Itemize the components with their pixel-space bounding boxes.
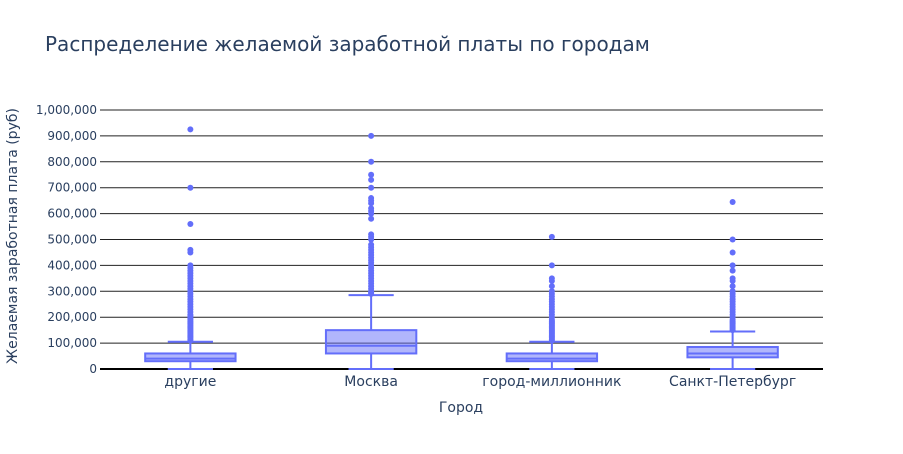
outlier-point	[548, 275, 555, 282]
outlier-point	[368, 231, 375, 238]
x-tick-label: город-миллионник	[482, 374, 621, 390]
x-tick-label: Санкт-Петербург	[669, 374, 796, 390]
outlier-point	[187, 246, 194, 253]
outlier-point	[729, 275, 736, 282]
outlier-point	[729, 288, 736, 295]
box-iqr	[324, 329, 418, 355]
gridlines	[100, 109, 823, 370]
outlier-point	[187, 262, 194, 269]
outlier-point	[187, 126, 194, 133]
y-tick-label: 600,000	[47, 207, 97, 221]
outlier-point	[729, 249, 736, 256]
box-iqr	[686, 345, 779, 359]
outlier-point	[548, 288, 555, 295]
x-tick-label: другие	[164, 374, 216, 390]
box-iqr	[505, 352, 599, 363]
y-tick-label: 700,000	[47, 181, 97, 195]
outlier-point	[368, 132, 375, 139]
boxes	[144, 126, 779, 370]
y-axis-ticks: 0 100,000 200,000 300,000 400,000 500,000 600,…	[36, 103, 97, 376]
outlier-point	[187, 184, 194, 191]
box-1	[324, 132, 418, 370]
outlier-point	[729, 198, 736, 205]
outlier-point	[548, 233, 555, 240]
outlier-point	[368, 184, 375, 191]
outlier-point	[187, 220, 194, 227]
outlier-point	[368, 176, 375, 183]
y-tick-label: 800,000	[47, 155, 97, 169]
y-tick-label: 500,000	[47, 233, 97, 247]
y-tick-label: 900,000	[47, 129, 97, 143]
outlier-point	[368, 205, 375, 212]
outlier-point	[368, 241, 375, 248]
x-axis-ticks: другие Москва город-миллионник Санкт-Петерб…	[164, 374, 796, 390]
outlier-point	[368, 195, 375, 202]
y-tick-label: 0	[89, 362, 97, 376]
y-tick-label: 400,000	[47, 258, 97, 272]
x-tick-label: Москва	[344, 374, 398, 390]
box-iqr	[144, 352, 237, 363]
y-axis-title: Желаемая заработная плата (руб)	[5, 108, 21, 364]
y-tick-label: 100,000	[47, 336, 97, 350]
outlier-point	[729, 262, 736, 269]
outlier-point	[368, 171, 375, 178]
outlier-point	[729, 267, 736, 274]
box-0	[144, 126, 237, 370]
outlier-point	[729, 236, 736, 243]
box-3	[686, 198, 779, 370]
box-2	[505, 233, 599, 370]
outlier-point	[729, 283, 736, 290]
outlier-point	[548, 262, 555, 269]
y-tick-label: 200,000	[47, 310, 97, 324]
outlier-point	[368, 158, 375, 165]
outlier-point	[368, 215, 375, 222]
x-axis-title: Город	[439, 400, 483, 416]
y-tick-label: 300,000	[47, 284, 97, 298]
y-tick-label: 1,000,000	[36, 103, 97, 117]
chart-title: Распределение желаемой заработной платы …	[45, 32, 650, 56]
outlier-point	[548, 283, 555, 290]
